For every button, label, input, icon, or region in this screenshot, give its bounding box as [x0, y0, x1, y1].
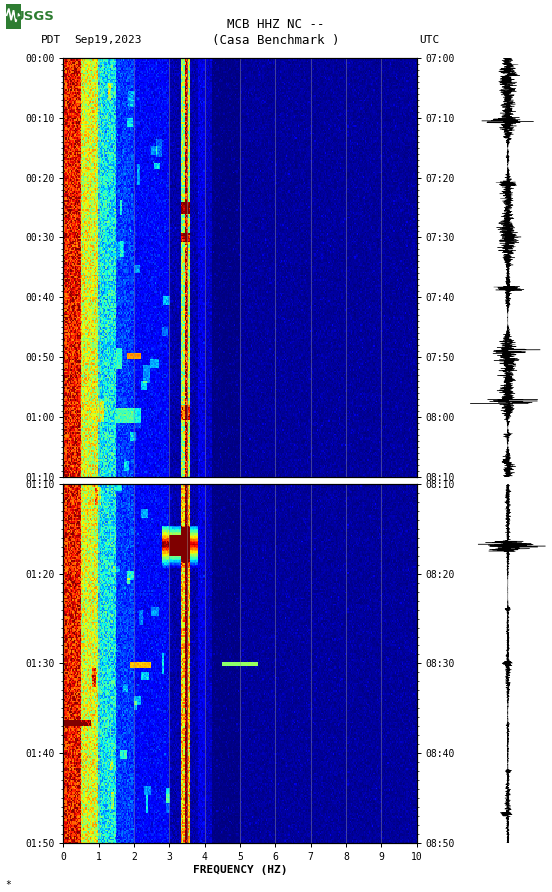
Text: *: * [6, 880, 12, 889]
FancyBboxPatch shape [6, 4, 20, 29]
Text: (Casa Benchmark ): (Casa Benchmark ) [213, 34, 339, 46]
Text: MCB HHZ NC --: MCB HHZ NC -- [227, 19, 325, 31]
X-axis label: FREQUENCY (HZ): FREQUENCY (HZ) [193, 864, 288, 875]
Text: Sep19,2023: Sep19,2023 [75, 35, 142, 45]
Text: USGS: USGS [14, 10, 55, 22]
Text: UTC: UTC [420, 35, 440, 45]
Text: PDT: PDT [40, 35, 61, 45]
